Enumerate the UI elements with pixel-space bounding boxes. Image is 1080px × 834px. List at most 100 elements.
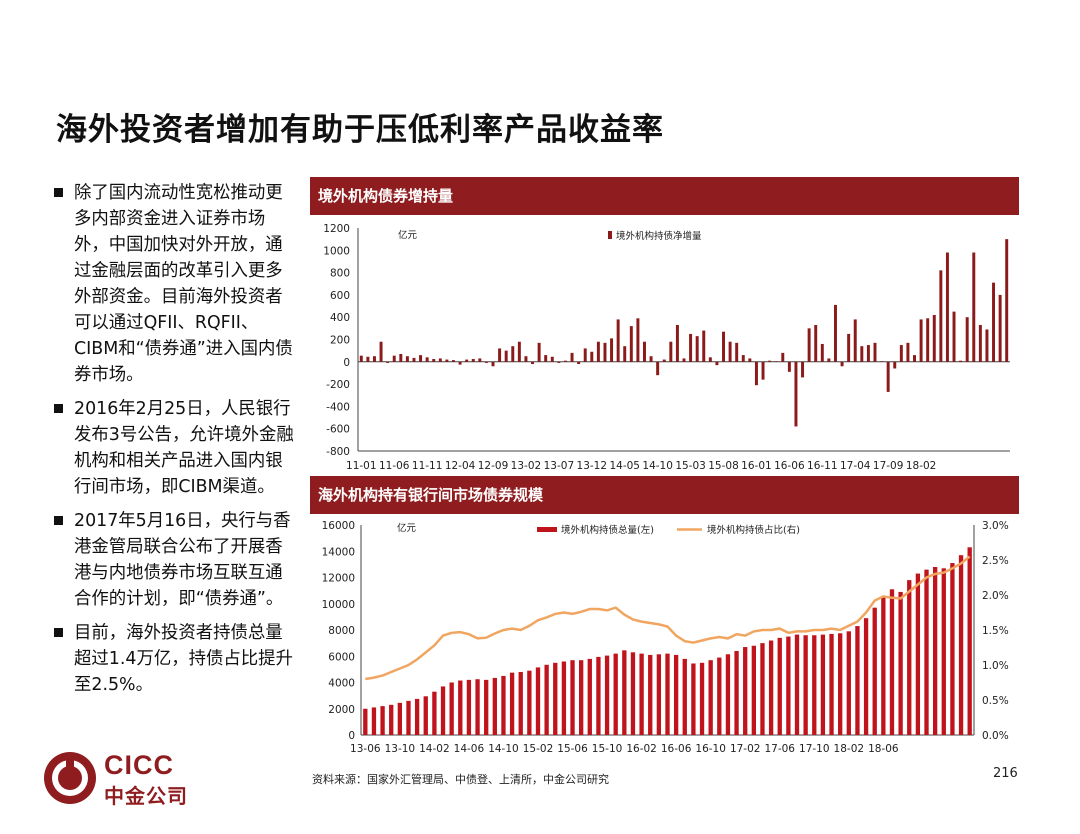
chart2-bar	[397, 702, 403, 735]
chart1-bar	[702, 330, 706, 362]
chart1-bar	[893, 361, 897, 369]
chart1-bar	[794, 361, 798, 427]
chart2-xtick-label: 16-02	[626, 743, 657, 755]
chart1-bar	[623, 346, 627, 362]
chart1-ytick-label: 200	[330, 335, 350, 347]
chart1-bar	[491, 361, 495, 367]
chart1-bar	[985, 329, 989, 362]
bullet-item: 2017年5月16日，央行与香港金管局联合公布了开展香港与内地债券市场互联互通合…	[54, 508, 300, 612]
chart1-ytick-label: 1200	[323, 223, 350, 235]
chart2-bar	[630, 652, 636, 735]
chart1-bar	[741, 355, 745, 362]
chart2-xtick-label: 15-02	[523, 743, 554, 755]
chart2-bar	[492, 677, 497, 735]
chart1-bar	[932, 314, 936, 362]
chart2-bar	[829, 633, 834, 735]
chart1-bar	[748, 358, 752, 362]
chart1-bar	[570, 352, 574, 362]
chart2-bar	[863, 618, 869, 735]
chart1-bar	[978, 325, 982, 362]
chart1-bar	[847, 333, 851, 362]
chart2-bar	[682, 658, 687, 735]
chart2-bar	[958, 555, 964, 735]
chart2-bar	[579, 660, 584, 735]
chart1-xtick-label: 14-05	[609, 460, 640, 472]
bullet-square-icon	[54, 628, 63, 637]
chart1-ytick-label: -800	[326, 446, 350, 458]
chart1-xtick-label: 18-02	[906, 460, 937, 472]
chart1-bar	[754, 361, 758, 386]
chart2-xtick-label: 18-02	[834, 743, 865, 755]
chart1-bar	[412, 357, 416, 362]
bullet-text: 目前，海外投资者持债总量超过1.4万亿，持债占比提升至2.5%。	[74, 623, 293, 695]
chart2-ytick-left-label: 12000	[322, 573, 355, 585]
chart1-bar	[649, 356, 653, 362]
chart1-xtick-label: 12-09	[478, 460, 509, 472]
chart1-xtick-label: 13-02	[511, 460, 542, 472]
chart1-bar	[807, 328, 811, 362]
chart1-xtick-label: 11-06	[379, 460, 410, 472]
chart1-xtick-label: 13-12	[577, 460, 608, 472]
chart2-bar	[898, 591, 903, 735]
source-note: 资料来源：国家外汇管理局、中债登、上清所，中金公司研究	[312, 773, 609, 786]
chart2-xtick-label: 14-10	[488, 743, 519, 755]
chart2-bar	[570, 660, 575, 735]
chart2-xtick-label: 17-06	[764, 743, 795, 755]
chart1-bar	[419, 355, 423, 362]
chart1-header: 境外机构债券增持量	[310, 177, 1019, 215]
chart2-bar	[544, 664, 549, 735]
chart2-bar	[734, 651, 739, 735]
chart1-xtick-label: 11-11	[412, 460, 443, 472]
chart1-bar	[722, 331, 725, 362]
chart1-bar	[886, 361, 890, 392]
chart2-bar	[648, 654, 653, 735]
chart2-bar	[587, 658, 592, 735]
chart1-bar	[853, 319, 857, 362]
chart1-bar	[511, 346, 515, 362]
chart2-legend-label-bar: 境外机构持债总量(左)	[561, 524, 654, 536]
chart1-bar	[563, 360, 567, 362]
chart1-bar	[833, 304, 837, 362]
chart1-bar	[590, 351, 594, 362]
chart1-bar	[504, 350, 508, 362]
chart1-bar	[438, 358, 442, 362]
chart1-ytick-label: 600	[330, 290, 350, 302]
chart1-bar	[774, 361, 778, 362]
chart1-bar	[524, 356, 528, 362]
chart1-unit-label: 亿元	[398, 229, 418, 241]
chart1-bar	[643, 341, 646, 362]
chart2-xtick-label: 14-06	[454, 743, 485, 755]
chart2-bar	[458, 680, 463, 735]
chart2-bar	[673, 654, 679, 735]
chart2-bar	[786, 636, 791, 735]
chart2-legend-swatch-bar	[537, 527, 557, 532]
chart2-bar	[872, 607, 877, 735]
chart2-bar	[561, 661, 567, 735]
chart1-bar	[379, 341, 383, 362]
chart1-xtick-label: 12-04	[445, 460, 476, 472]
bullet-item: 2016年2月25日，人民银行发布3号公告，允许境外金融机构和相关产品进入国内银…	[54, 396, 300, 500]
chart1-bar	[425, 357, 429, 362]
page-title: 海外投资者增加有助于压低利率产品收益率	[56, 112, 664, 148]
bullet-list: 除了国内流动性宽松推动更多内部资金进入证券市场外，中国加快对外开放，通过金融层面…	[54, 180, 300, 706]
chart2-ytick-right-label: 2.5%	[982, 555, 1009, 567]
chart1-bar	[386, 361, 390, 363]
chart1-xtick-label: 16-01	[741, 460, 772, 472]
chart1-bar	[814, 325, 818, 362]
chart1-bar	[880, 361, 884, 362]
chart2-xtick-label: 16-10	[695, 743, 726, 755]
chart1-bar	[919, 319, 923, 362]
chart2-bar	[924, 569, 929, 735]
chart1-xtick-label: 16-06	[774, 460, 805, 472]
chart1-bar	[603, 342, 607, 362]
chart1-bar	[939, 270, 943, 362]
chart2-ytick-right-label: 1.5%	[982, 625, 1009, 637]
chart1-bar	[972, 252, 976, 362]
chart1-bar	[669, 341, 673, 362]
chart1-bar	[695, 336, 699, 362]
chart2-xtick-label: 18-06	[868, 743, 899, 755]
chart2-ytick-left-label: 10000	[322, 599, 355, 611]
chart2-bar	[380, 706, 385, 735]
chart2-xtick-label: 17-02	[730, 743, 761, 755]
